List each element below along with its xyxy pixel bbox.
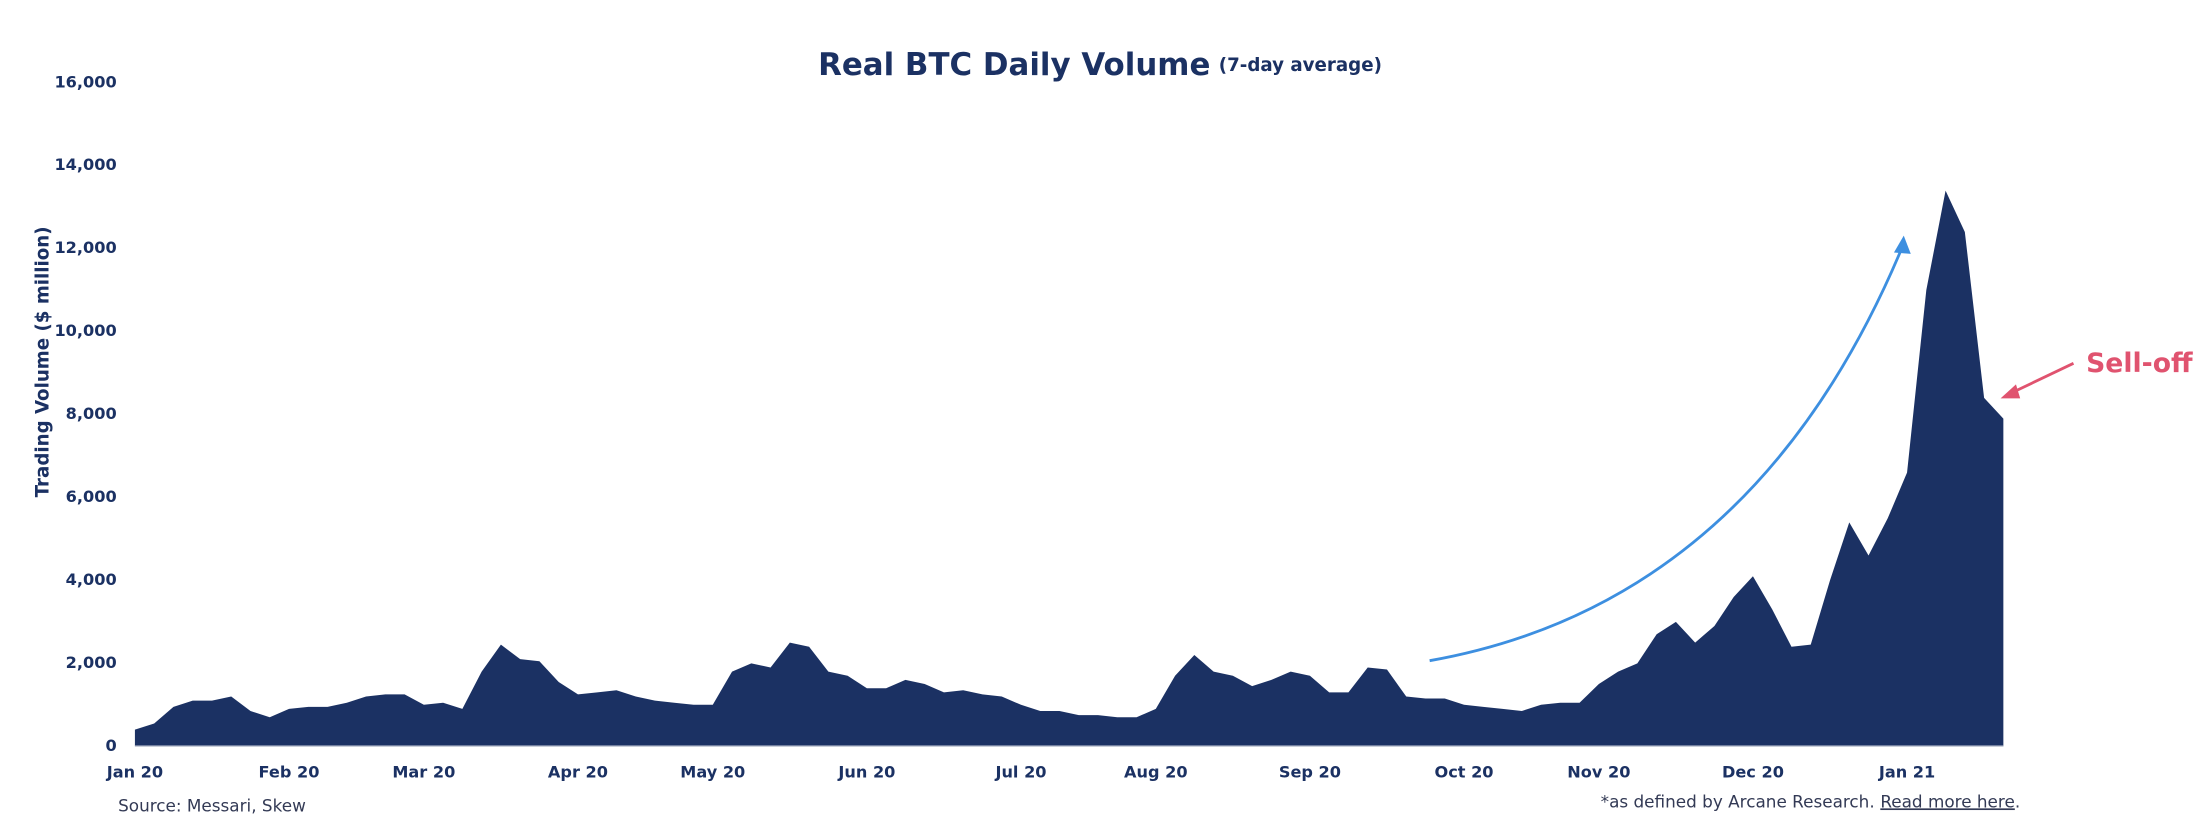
y-tick-label: 2,000	[66, 653, 117, 672]
chart-title: Real BTC Daily Volume (7-day average)	[818, 46, 1382, 82]
y-axis-label: Trading Volume ($ million)	[33, 226, 54, 497]
annotation: Sell-off	[2086, 348, 2193, 379]
selloff-arrow-head	[2000, 384, 2021, 399]
x-tick-label: Jan 21	[1878, 762, 1935, 781]
y-tick-label: 8,000	[66, 404, 117, 423]
x-tick-label: Jul 20	[994, 762, 1046, 781]
y-tick-label: 16,000	[54, 72, 116, 91]
y-tick-label: 14,000	[54, 155, 116, 174]
y-tick-label: 12,000	[54, 238, 116, 257]
x-tick-label: Jun 20	[837, 762, 895, 781]
y-tick-label: 6,000	[66, 487, 117, 506]
source-note: Source: Messari, Skew	[118, 796, 306, 816]
y-tick-label: 0	[105, 736, 116, 755]
footnote-end: .	[2015, 791, 2020, 811]
area	[134, 190, 2004, 747]
footnote-link[interactable]: Read more here	[1880, 791, 2014, 811]
x-tick-label: Sep 20	[1279, 762, 1341, 781]
chart-subtitle: (7-day average)	[1219, 55, 1382, 76]
trend-arrow	[1429, 246, 1904, 663]
x-tick-label: Dec 20	[1722, 762, 1784, 781]
x-tick-label: Oct 20	[1435, 762, 1494, 781]
selloff-arrow	[2011, 362, 2075, 395]
x-tick-label: Mar 20	[392, 762, 455, 781]
x-tick-label: Jan 20	[106, 762, 163, 781]
x-tick-label: Feb 20	[259, 762, 320, 781]
title-main: Real BTC Daily Volume	[818, 46, 1210, 82]
trend-arrow-head	[1893, 235, 1911, 254]
footnote: *as defined by Arcane Research. Read more…	[1601, 791, 2021, 811]
x-tick-label: Aug 20	[1124, 762, 1188, 781]
footnote-text: *as defined by Arcane Research.	[1601, 791, 1875, 811]
y-tick-label: 4,000	[66, 570, 117, 589]
x-tick-label: Nov 20	[1567, 762, 1630, 781]
x-tick-label: Apr 20	[548, 762, 608, 781]
x-tick-label: May 20	[680, 762, 745, 781]
y-tick-label: 10,000	[54, 321, 116, 340]
